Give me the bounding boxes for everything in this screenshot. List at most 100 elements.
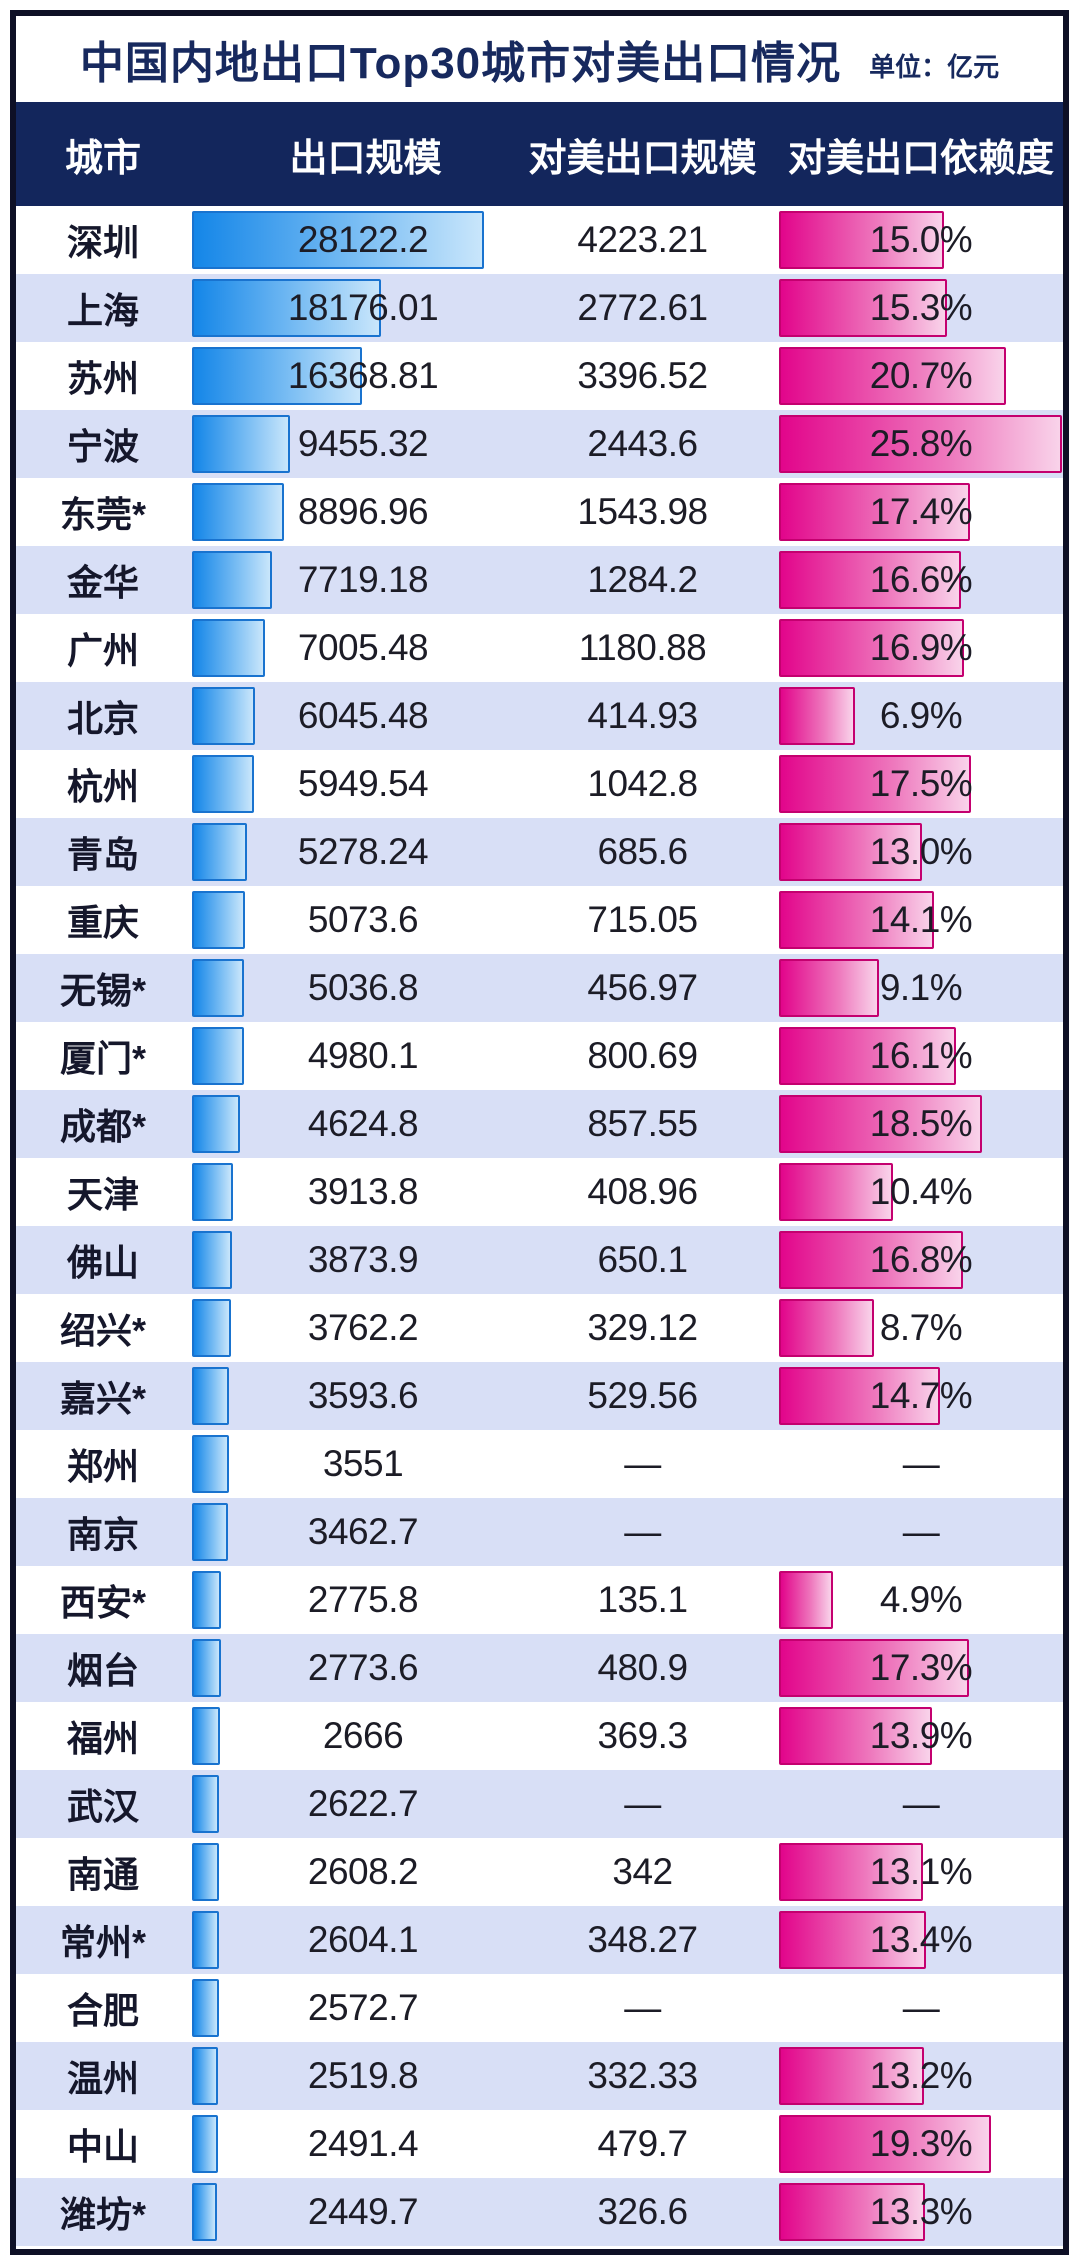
dependency-bar	[779, 211, 944, 269]
dependency-value: 16.8%	[869, 1239, 973, 1280]
city-name: 南通	[66, 1854, 139, 1895]
dependency-bar	[779, 823, 922, 881]
export-bar	[192, 755, 254, 813]
city-name: 杭州	[66, 766, 139, 807]
table-row: 南京 3462.7 — —	[16, 1498, 1063, 1566]
us-export-value: 4223.21	[577, 219, 708, 260]
dependency-bar	[779, 1095, 982, 1153]
dependency-bar	[779, 1843, 923, 1901]
us-export-value: 479.7	[597, 2123, 688, 2164]
export-bar	[192, 1299, 232, 1357]
dependency-value: 4.9%	[879, 1579, 963, 1620]
city-name: 潍坊*	[59, 2194, 146, 2235]
infographic-frame: 中国内地出口Top30城市对美出口情况 单位：亿元 城市 出口规模 对美出口规模…	[10, 10, 1069, 2255]
table-row: 成都* 4624.8 857.55 18.5%	[16, 1090, 1063, 1158]
export-value: 3762.2	[307, 1307, 419, 1348]
dependency-value: —	[902, 1443, 940, 1484]
us-export-value: 369.3	[597, 1715, 688, 1756]
city-name: 北京	[66, 698, 139, 739]
dependency-bar	[779, 551, 962, 609]
us-export-value: 715.05	[587, 899, 698, 940]
dependency-bar	[779, 415, 1062, 473]
export-value: 2666	[322, 1715, 404, 1756]
dependency-value: 13.0%	[869, 831, 973, 872]
table-row: 天津 3913.8 408.96 10.4%	[16, 1158, 1063, 1226]
city-name: 成都*	[59, 1106, 146, 1147]
dependency-bar	[779, 1163, 894, 1221]
export-bar	[192, 1027, 244, 1085]
dependency-value: 25.8%	[869, 423, 973, 464]
table-body: 深圳 28122.2 4223.21 15.0% 上海 18176.01 277…	[16, 206, 1063, 2246]
table-row: 温州 2519.8 332.33 13.2%	[16, 2042, 1063, 2110]
table-row: 杭州 5949.54 1042.8 17.5%	[16, 750, 1063, 818]
dependency-value: 19.3%	[869, 2123, 973, 2164]
export-bar	[192, 1843, 220, 1901]
us-export-value: 685.6	[597, 831, 688, 872]
header-us-export-scale: 对美出口规模	[528, 137, 757, 180]
export-bar	[192, 2183, 218, 2241]
export-bar	[192, 891, 245, 949]
dependency-bar	[779, 347, 1007, 405]
table-row: 东莞* 8896.96 1543.98 17.4%	[16, 478, 1063, 546]
us-export-value: 326.6	[597, 2191, 688, 2232]
export-value: 4980.1	[307, 1035, 419, 1076]
dependency-bar	[779, 1639, 969, 1697]
table-row: 厦门* 4980.1 800.69 16.1%	[16, 1022, 1063, 1090]
header-city: 城市	[64, 137, 141, 180]
export-value: 2519.8	[307, 2055, 419, 2096]
city-name: 烟台	[66, 1650, 139, 1691]
city-name: 厦门*	[59, 1038, 146, 1079]
us-export-value: 408.96	[587, 1171, 698, 1212]
dependency-value: —	[902, 1783, 940, 1824]
export-bar	[192, 687, 255, 745]
title-bar: 中国内地出口Top30城市对美出口情况 单位：亿元	[16, 16, 1063, 102]
export-value: 5073.6	[307, 899, 419, 940]
dependency-value: 14.1%	[869, 899, 973, 940]
table-row: 青岛 5278.24 685.6 13.0%	[16, 818, 1063, 886]
city-name: 金华	[66, 562, 139, 603]
city-name: 郑州	[66, 1446, 139, 1487]
dependency-value: 16.1%	[869, 1035, 973, 1076]
export-value: 2604.1	[307, 1919, 419, 1960]
table-row: 上海 18176.01 2772.61 15.3%	[16, 274, 1063, 342]
export-bar	[192, 211, 484, 269]
dependency-value: 16.9%	[869, 627, 973, 668]
table-row: 佛山 3873.9 650.1 16.8%	[16, 1226, 1063, 1294]
export-value: 2491.4	[307, 2123, 419, 2164]
table-row: 苏州 16368.81 3396.52 20.7%	[16, 342, 1063, 410]
dependency-bar	[779, 279, 947, 337]
table-row: 合肥 2572.7 — —	[16, 1974, 1063, 2042]
table-row: 潍坊* 2449.7 326.6 13.3%	[16, 2178, 1063, 2246]
export-bar	[192, 1435, 229, 1493]
dependency-value: 6.9%	[879, 695, 963, 736]
export-bar	[192, 959, 245, 1017]
dependency-value: 9.1%	[879, 967, 963, 1008]
dependency-bar	[779, 619, 965, 677]
export-bar	[192, 2047, 219, 2105]
export-value: 6045.48	[297, 695, 429, 736]
header-export-scale: 出口规模	[289, 137, 442, 180]
city-name: 常州*	[59, 1922, 146, 1963]
dependency-bar	[779, 2115, 991, 2173]
export-bar	[192, 347, 362, 405]
export-bar	[192, 1707, 220, 1765]
export-value: 5949.54	[297, 763, 429, 804]
city-name: 无锡*	[59, 970, 146, 1011]
unit-label: 单位：亿元	[869, 51, 1000, 82]
dependency-bar	[779, 687, 855, 745]
dependency-bar	[779, 891, 934, 949]
header-us-dependency: 对美出口依赖度	[787, 137, 1054, 180]
us-export-value: 1180.88	[578, 627, 707, 668]
export-value: 2572.7	[307, 1987, 419, 2028]
dependency-value: 13.2%	[869, 2055, 973, 2096]
dependency-value: 18.5%	[869, 1103, 973, 1144]
export-value: 5036.8	[307, 967, 419, 1008]
dependency-value: —	[902, 1511, 940, 1552]
table-row: 重庆 5073.6 715.05 14.1%	[16, 886, 1063, 954]
table-row: 郑州 3551 — —	[16, 1430, 1063, 1498]
city-name: 武汉	[66, 1786, 139, 1827]
us-export-value: 414.93	[587, 695, 698, 736]
export-bar	[192, 1163, 233, 1221]
dependency-value: 15.0%	[869, 219, 973, 260]
export-bar	[192, 1367, 230, 1425]
